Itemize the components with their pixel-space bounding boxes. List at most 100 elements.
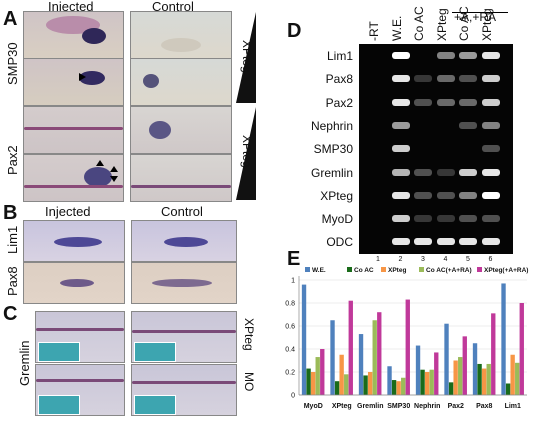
gremlin-control-image-1 <box>131 311 237 363</box>
y-tick-label: 0.6 <box>285 324 295 331</box>
side-label-mo: MO <box>242 372 256 392</box>
side-label-xpteg-a1: XPteg <box>240 40 254 73</box>
smp30-control-image-1 <box>130 11 232 59</box>
gel-band <box>391 98 410 106</box>
gel-band <box>481 238 500 246</box>
gel-band <box>459 238 477 246</box>
gel-band <box>436 191 455 199</box>
gel-band <box>391 215 410 223</box>
gel-band <box>481 75 500 83</box>
legend-label: W.E. <box>312 267 326 274</box>
gel-gene-label: Gremlin <box>310 165 353 180</box>
gel-col-header-1: -RT <box>367 21 381 41</box>
gel-band <box>414 191 432 199</box>
bar <box>387 366 392 395</box>
gel-gene-label: ODC <box>326 235 353 250</box>
gel-band <box>481 191 500 199</box>
x-tick-label: MyoD <box>304 403 323 410</box>
gel-band <box>459 191 477 199</box>
gel-lane-number: 3 <box>421 256 425 263</box>
pax8-injected-image <box>23 262 125 304</box>
legend-swatch <box>305 267 310 272</box>
gel-group-header: +A,+RA <box>454 10 497 24</box>
bar <box>505 383 511 395</box>
gel-gene-label: SMP30 <box>313 142 353 157</box>
side-label-xpteg-a2: XPteg <box>240 135 254 168</box>
panel-b-header-injected: Injected <box>45 204 91 219</box>
x-tick-label: Gremlin <box>357 403 383 410</box>
row-label-smp30: SMP30 <box>5 42 20 85</box>
gel-gene-label: Lim1 <box>326 49 353 63</box>
gel-band <box>391 121 410 129</box>
gel-band <box>459 75 477 83</box>
bar <box>481 368 487 395</box>
legend-swatch <box>419 267 424 272</box>
legend-label: Co AC <box>354 267 374 274</box>
x-tick-label: Nephrin <box>414 403 440 410</box>
row-label-pax2: Pax2 <box>5 145 20 175</box>
pax8-control-image <box>131 262 237 304</box>
bar <box>330 320 335 395</box>
pax2-injected-image-2 <box>23 154 124 202</box>
gel-col-header-5: Co AC <box>457 6 471 41</box>
bar <box>519 303 524 395</box>
gel-band <box>481 98 500 106</box>
gel-band <box>414 238 432 246</box>
panel-b-label: B <box>3 202 18 224</box>
arrowhead-icon <box>96 160 104 166</box>
gel-lane-number: 2 <box>398 256 403 263</box>
gel-band <box>391 168 410 176</box>
gremlin-control-image-2 <box>131 364 237 416</box>
gel-col-header-6: XPteg <box>479 8 494 41</box>
bar <box>358 334 364 395</box>
bar <box>334 381 340 395</box>
gel-band <box>436 238 455 246</box>
legend-label: XPteg(+A+RA) <box>484 267 528 274</box>
bar <box>448 382 454 395</box>
arrowhead-icon <box>110 166 118 172</box>
smp30-injected-image-1 <box>23 11 124 59</box>
gel-band <box>436 75 455 83</box>
gel-col-header-3: Co AC <box>412 6 426 41</box>
bar <box>401 377 406 395</box>
expression-bar-chart: W.E. Co AC XPteg Co AC(+A+RA) XPteg(+A+RA) 0… <box>285 267 528 410</box>
gradient-wedge <box>236 107 256 200</box>
bar <box>515 362 520 395</box>
legend-swatch <box>381 267 386 272</box>
gel-band <box>414 215 432 223</box>
gel-band <box>481 168 500 176</box>
legend-swatch <box>347 267 352 272</box>
gel-band <box>481 145 500 153</box>
gel-band <box>436 168 455 176</box>
bar <box>420 369 425 395</box>
row-label-pax8: Pax8 <box>5 266 20 296</box>
bar <box>315 357 320 395</box>
gel-lane-number: 5 <box>466 256 470 263</box>
bar <box>415 345 421 395</box>
arrowhead-icon <box>79 73 86 81</box>
x-tick-label: Lim1 <box>505 403 521 410</box>
bar <box>310 372 316 395</box>
gremlin-injected-image-1 <box>35 311 125 363</box>
bar <box>424 372 430 395</box>
gel-band <box>459 98 477 106</box>
gel-band <box>436 98 455 106</box>
bar <box>491 313 496 395</box>
bar <box>486 363 491 395</box>
gel-band <box>414 98 432 106</box>
x-tick-label: SMP30 <box>387 403 410 410</box>
bar <box>458 357 463 395</box>
gel-gene-label: Pax8 <box>325 72 353 87</box>
side-label-xpteg-c: XPteg <box>242 318 256 351</box>
row-label-lim1: Lim1 <box>5 225 20 254</box>
bar <box>396 381 401 395</box>
gel-band <box>481 121 500 129</box>
bar <box>429 369 434 395</box>
panel-a-header-injected: Injected <box>48 0 94 14</box>
gel-lane-number: 1 <box>376 256 380 263</box>
gel-gene-label: Nephrin <box>310 118 353 133</box>
y-tick-label: 0.8 <box>285 301 295 308</box>
pax2-control-image-2 <box>130 154 232 202</box>
x-tick-label: Pax8 <box>476 403 492 410</box>
smp30-control-image-2 <box>130 58 232 106</box>
